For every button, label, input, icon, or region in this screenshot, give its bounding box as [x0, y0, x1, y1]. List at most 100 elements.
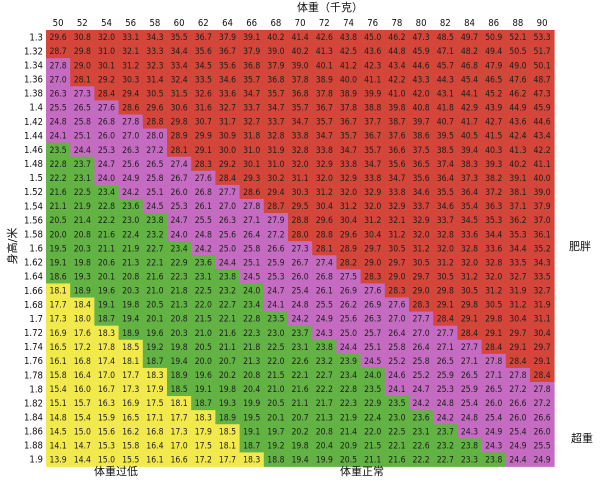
heatmap-cell	[288, 44, 313, 59]
heatmap-cell	[263, 72, 289, 87]
heatmap-cell-value: 35.6	[219, 61, 236, 71]
heatmap-cell-value: 27.8	[509, 371, 526, 381]
x-tick-label: 56	[125, 18, 136, 29]
heatmap-cell-value: 22.2	[412, 456, 429, 466]
heatmap-cell-value: 39.0	[291, 61, 308, 71]
heatmap-cell	[118, 396, 144, 411]
heatmap-cell	[530, 382, 555, 397]
heatmap-cell-value: 23.4	[243, 301, 260, 311]
heatmap-cell-value: 29.7	[364, 244, 381, 254]
heatmap-cell-value: 25.7	[364, 329, 381, 339]
heatmap-cell-value: 19.8	[122, 301, 139, 311]
heatmap-cell-value: 24.6	[388, 371, 405, 381]
heatmap-cell-value: 31.2	[388, 230, 405, 240]
heatmap-cell-value: 25.3	[437, 385, 454, 395]
heatmap-cell-value: 21.3	[243, 357, 260, 367]
heatmap-cell-value: 34.4	[170, 47, 187, 57]
heatmap-cell-value: 20.3	[170, 329, 187, 339]
heatmap-cell-value: 34.6	[437, 202, 454, 212]
heatmap-cell	[312, 156, 337, 172]
heatmap-cell-value: 21.7	[316, 399, 333, 409]
heatmap-cell	[239, 438, 265, 453]
heatmap-cell-value: 36.1	[533, 230, 550, 240]
heatmap-cell-value: 20.5	[49, 216, 66, 226]
heatmap-cell-value: 22.8	[340, 385, 357, 395]
heatmap-cell-value: 26.8	[316, 273, 333, 283]
heatmap-cell	[94, 170, 119, 186]
heatmap-cell-value: 35.7	[340, 132, 357, 142]
heatmap-cell	[167, 184, 192, 200]
heatmap-cell-value: 32.8	[461, 244, 478, 254]
heatmap-cell	[312, 410, 337, 425]
heatmap-cell-value: 25.4	[509, 427, 526, 437]
heatmap-cell-value: 23.6	[412, 413, 429, 423]
heatmap-cell-value: 30.8	[74, 33, 91, 43]
heatmap-cell	[457, 396, 482, 411]
heatmap-cell	[457, 156, 482, 172]
heatmap-cell-value: 18.8	[267, 456, 284, 466]
x-tick-label: 90	[537, 18, 548, 29]
x-tick-label: 78	[391, 18, 402, 29]
heatmap-cell-value: 32.8	[437, 230, 454, 240]
heatmap-cell	[360, 213, 386, 228]
heatmap-cell-value: 33.8	[340, 160, 357, 170]
heatmap-cell	[70, 100, 95, 115]
heatmap-cell	[215, 142, 240, 158]
heatmap-cell-value: 31.2	[122, 61, 139, 71]
heatmap-cell	[142, 184, 168, 200]
heatmap-cell-value: 27.5	[340, 273, 357, 283]
heatmap-cell-value: 26.0	[98, 132, 115, 142]
heatmap-cell-value: 26.5	[485, 385, 502, 395]
heatmap-cell	[457, 438, 482, 453]
heatmap-cell	[70, 86, 95, 101]
heatmap-cell-value: 32.3	[146, 61, 163, 71]
heatmap-cell	[505, 128, 531, 144]
heatmap-cell	[336, 213, 361, 228]
heatmap-cell-value: 23.4	[170, 244, 187, 254]
heatmap-cell-value: 33.7	[437, 216, 454, 226]
heatmap-cell	[409, 339, 434, 355]
heatmap-cell	[288, 198, 313, 214]
heatmap-cell-value: 16.8	[146, 427, 163, 437]
y-tick-label: 1.3	[29, 32, 43, 43]
heatmap-cell-value: 39.0	[267, 47, 284, 57]
heatmap-cell	[118, 452, 144, 467]
heatmap-cell-value: 41.7	[461, 118, 478, 128]
heatmap-cell-value: 41.8	[437, 104, 454, 114]
heatmap-cell-value: 26.7	[170, 174, 187, 184]
heatmap-cell	[191, 128, 216, 144]
heatmap-cell-value: 31.2	[412, 244, 429, 254]
heatmap-cell	[457, 213, 482, 228]
heatmap-cell	[142, 396, 168, 411]
heatmap-cell	[70, 367, 95, 383]
heatmap-cell	[263, 58, 289, 73]
heatmap-cell	[191, 410, 216, 425]
heatmap-cell-value: 28.3	[412, 301, 429, 311]
heatmap-cell-value: 29.0	[364, 258, 381, 268]
heatmap-cell-value: 43.6	[364, 47, 381, 57]
heatmap-cell-value: 23.7	[437, 427, 454, 437]
heatmap-cell-value: 19.2	[146, 343, 163, 353]
heatmap-cell-value: 30.2	[267, 174, 284, 184]
heatmap-cell	[530, 353, 555, 369]
heatmap-cell	[142, 44, 168, 59]
heatmap-cell-value: 37.8	[316, 89, 333, 99]
heatmap-cell	[360, 241, 386, 256]
heatmap-cell	[239, 353, 265, 369]
heatmap-cell	[384, 269, 410, 284]
legend-label-normal: 体重正常	[340, 464, 384, 478]
heatmap-cell-value: 16.9	[122, 399, 139, 409]
heatmap-cell-value: 19.1	[243, 427, 260, 437]
heatmap-cell-value: 37.7	[364, 118, 381, 128]
heatmap-cell	[505, 283, 531, 298]
heatmap-cell	[409, 297, 434, 312]
heatmap-cell	[288, 382, 313, 397]
heatmap-cell	[336, 255, 361, 270]
heatmap-cell	[239, 382, 265, 397]
heatmap-cell	[505, 353, 531, 369]
heatmap-cell-value: 15.9	[98, 413, 115, 423]
heatmap-cell-value: 14.5	[49, 427, 66, 437]
heatmap-cell	[409, 255, 434, 270]
x-axis-ticks: 50 52 54 56 58 60 62 64 66 68 70 72 74 76 78 80 82 84 86 88…	[53, 18, 548, 29]
heatmap-cell-value: 20.2	[219, 371, 236, 381]
